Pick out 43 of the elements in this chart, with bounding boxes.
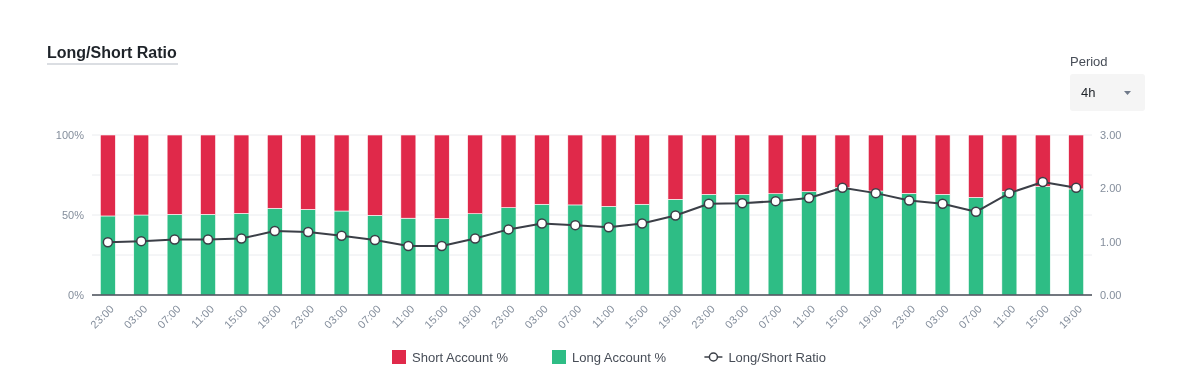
point — [136, 235, 147, 247]
text: Period — [1070, 54, 1108, 69]
point — [870, 187, 882, 199]
point — [503, 224, 514, 235]
point — [269, 225, 281, 237]
point — [670, 210, 681, 221]
point — [469, 233, 481, 244]
legend-label: Short Account % — [412, 349, 509, 365]
point — [1004, 187, 1015, 199]
point — [703, 198, 715, 210]
point — [803, 192, 815, 204]
legend-label: Long/Short Ratio — [728, 349, 826, 365]
y2-tick-label: 2.00 — [1100, 182, 1122, 195]
point — [102, 236, 114, 248]
point — [603, 222, 614, 233]
point — [169, 234, 180, 245]
point — [570, 219, 581, 231]
y-tick-label: 100% — [55, 128, 85, 141]
point — [1037, 176, 1048, 188]
point — [336, 230, 347, 242]
y2-tick-label: 0.00 — [1100, 288, 1122, 301]
point — [536, 218, 548, 229]
point — [236, 233, 247, 244]
point — [937, 198, 948, 210]
point — [837, 182, 848, 194]
point — [636, 218, 648, 229]
point — [202, 234, 214, 245]
y2-tick-label: 3.00 — [1100, 128, 1122, 141]
y2-tick-label: 1.00 — [1100, 235, 1122, 248]
point — [970, 206, 982, 218]
point — [770, 195, 781, 207]
point — [737, 198, 748, 209]
legend-label: Long Account % — [572, 349, 667, 365]
chart-title: Long/Short Ratio — [47, 44, 177, 61]
point — [302, 226, 314, 238]
point — [1070, 182, 1082, 194]
point — [403, 240, 414, 252]
point — [903, 195, 915, 206]
y-tick-label: 0% — [68, 288, 85, 301]
point — [436, 240, 447, 252]
y-tick-label: 50% — [61, 208, 85, 221]
point — [369, 234, 381, 246]
dropdown-field: 4h — [1070, 74, 1145, 111]
